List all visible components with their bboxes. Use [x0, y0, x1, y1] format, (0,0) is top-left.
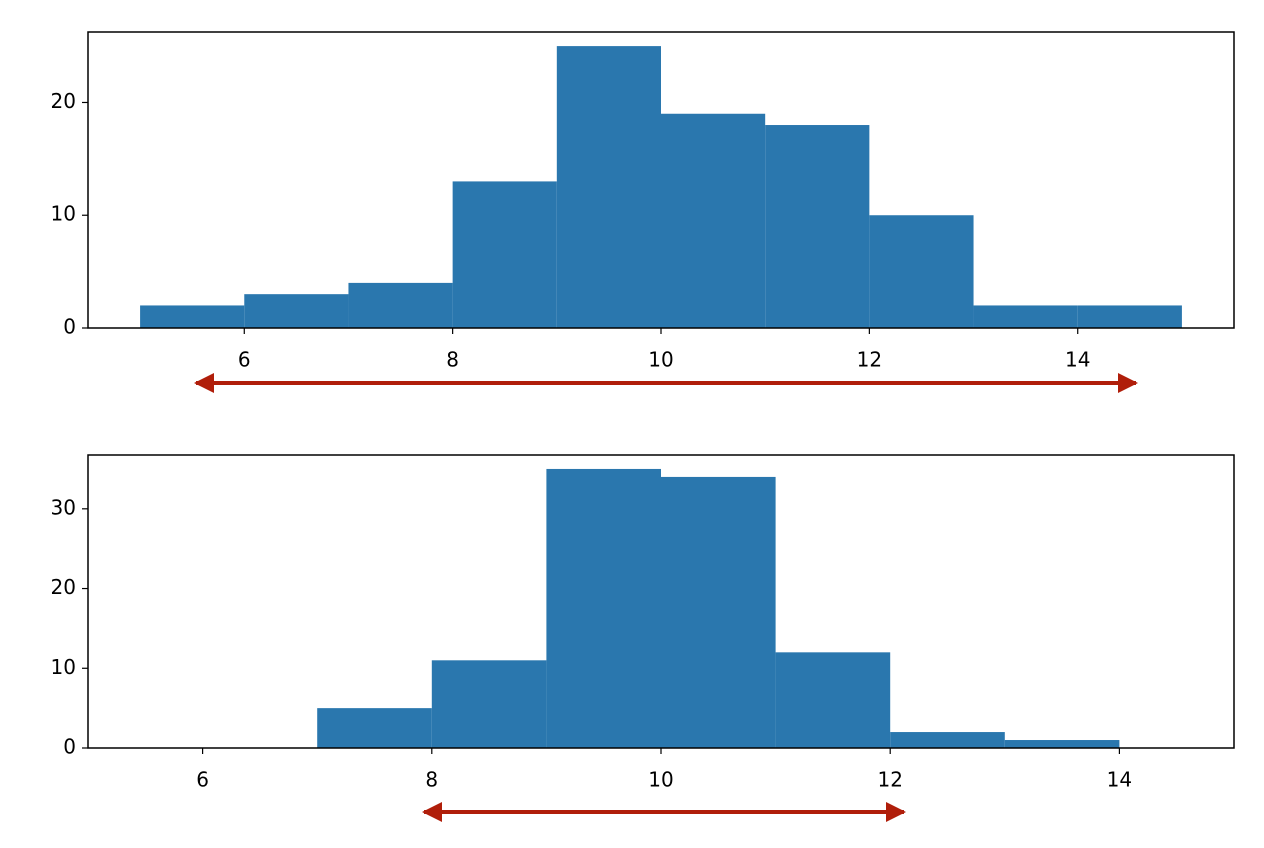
y-tick-label: 10	[51, 202, 76, 226]
y-tick-label: 0	[63, 735, 76, 759]
histogram-bar	[973, 305, 1078, 328]
histogram-bar	[661, 476, 776, 748]
histogram-bar	[890, 732, 1005, 748]
y-tick-label: 0	[63, 315, 76, 339]
x-tick-label: 8	[425, 768, 438, 792]
histogram-bar	[244, 294, 349, 328]
y-tick-label: 30	[51, 495, 76, 519]
histogram-bar	[869, 215, 974, 328]
histogram-bar	[775, 652, 891, 748]
y-tick-label: 20	[51, 89, 76, 113]
histogram-bar	[1004, 740, 1120, 748]
histogram-bar	[348, 282, 453, 328]
histogram-bar	[452, 181, 557, 328]
x-tick-label: 6	[238, 348, 251, 372]
histogram-bar	[317, 708, 432, 748]
x-tick-label: 10	[648, 348, 673, 372]
x-tick-label: 12	[857, 348, 882, 372]
x-tick-label: 14	[1065, 348, 1090, 372]
histogram-bar	[556, 46, 661, 328]
histogram-bar	[765, 125, 870, 329]
histogram-bar	[431, 660, 547, 748]
histogram-bar	[546, 468, 661, 748]
x-tick-label: 14	[1107, 768, 1132, 792]
x-tick-label: 10	[648, 768, 673, 792]
x-tick-label: 8	[446, 348, 459, 372]
x-tick-label: 12	[877, 768, 902, 792]
x-tick-label: 6	[196, 768, 209, 792]
histogram-bar	[140, 305, 245, 328]
y-tick-label: 20	[51, 575, 76, 599]
y-tick-label: 10	[51, 655, 76, 679]
histogram-bar	[1077, 305, 1182, 328]
histogram-bar	[661, 113, 766, 328]
